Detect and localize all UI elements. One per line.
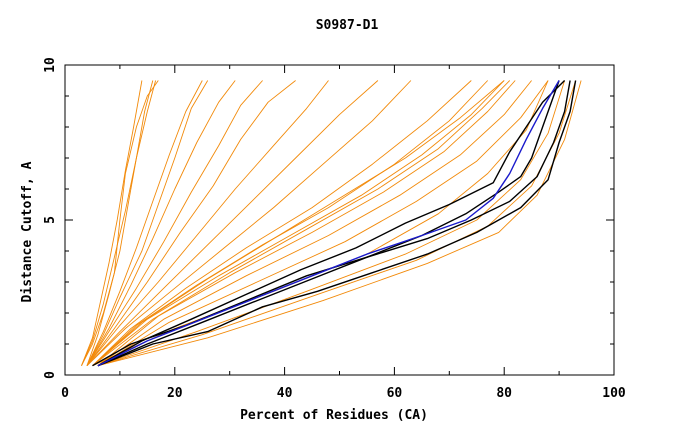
y-tick-label: 0 <box>43 371 58 379</box>
x-tick-label: 60 <box>387 386 403 401</box>
series-line-o5 <box>86 80 203 366</box>
x-tick-label: 20 <box>167 386 183 401</box>
series-line-o24 <box>97 80 582 367</box>
series-line-o22 <box>97 80 566 367</box>
x-axis-label: Percent of Residues (CA) <box>240 408 428 423</box>
x-tick-label: 100 <box>602 386 626 401</box>
series-line-o2 <box>81 80 143 366</box>
x-tick-label: 40 <box>277 386 293 401</box>
series-line-o19 <box>97 80 532 367</box>
series-line-o12 <box>86 80 412 367</box>
series-line-o4 <box>81 80 157 366</box>
series-line-o6 <box>86 80 209 366</box>
series-line-o3 <box>86 80 154 366</box>
y-axis-label: Distance Cutoff, A <box>20 161 35 302</box>
series-line-o13 <box>92 80 472 367</box>
y-tick-label: 10 <box>43 57 58 73</box>
chart-title: S0987-D1 <box>316 18 379 33</box>
series-line-o10 <box>86 80 329 366</box>
series-line-k4 <box>97 80 577 367</box>
series-line-o9 <box>86 80 296 366</box>
x-tick-label: 80 <box>496 386 512 401</box>
series-line-o16 <box>92 80 505 367</box>
series-line-o20 <box>97 80 549 367</box>
x-tick-label: 0 <box>61 386 69 401</box>
series-line-o15 <box>92 80 505 367</box>
series-line-o23 <box>97 80 577 367</box>
series-line-o14 <box>92 80 489 367</box>
tick-labels: 0 20 40 60 80 100 0 5 10 <box>43 57 626 401</box>
series-line-b1 <box>97 80 560 367</box>
y-tick-label: 5 <box>43 216 58 224</box>
series-line-o17 <box>92 80 511 367</box>
series-line-o11 <box>86 80 379 367</box>
series-line-k2 <box>97 80 566 367</box>
series-layer <box>81 80 582 367</box>
series-line-o1 <box>81 80 159 366</box>
series-line-o21 <box>92 80 549 367</box>
series-line-o18 <box>97 80 516 367</box>
series-line-o8 <box>86 80 263 366</box>
series-line-o7 <box>86 80 236 366</box>
ticks-layer <box>64 64 615 376</box>
